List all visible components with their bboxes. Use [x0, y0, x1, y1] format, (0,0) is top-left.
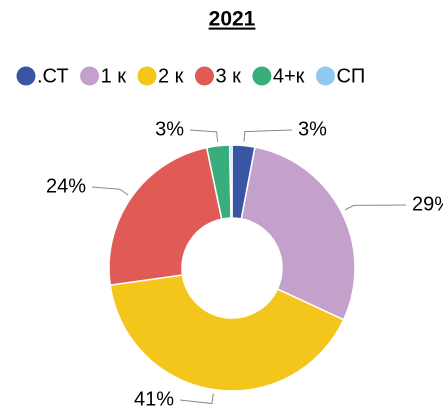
donut-slice [108, 146, 223, 286]
donut-slice [228, 144, 233, 219]
leader-line [179, 393, 214, 405]
leader-line [344, 204, 407, 211]
leader-line [189, 129, 219, 142]
legend-swatch [16, 66, 36, 86]
leader-line [91, 186, 129, 196]
legend-label: СП [336, 65, 365, 87]
donut-slice [109, 274, 345, 392]
leader-line [243, 129, 293, 142]
data-label: 3% [155, 118, 184, 140]
data-label: 41% [134, 388, 174, 410]
legend-label: 4+к [273, 65, 305, 87]
data-label: 29% [412, 193, 443, 215]
legend-swatch [137, 66, 157, 86]
data-label: 3% [298, 118, 327, 140]
legend-label: 1 к [101, 65, 127, 87]
data-label: 24% [46, 175, 86, 197]
legend-label: 3 к [215, 65, 241, 87]
donut-slice [240, 146, 356, 321]
legend-swatch [194, 66, 214, 86]
legend-swatch [315, 66, 335, 86]
legend-swatch [80, 66, 100, 86]
legend-label: .СТ [37, 65, 69, 87]
legend-label: 2 к [158, 65, 184, 87]
chart-title: 2021 [209, 8, 256, 31]
legend-swatch [252, 66, 272, 86]
